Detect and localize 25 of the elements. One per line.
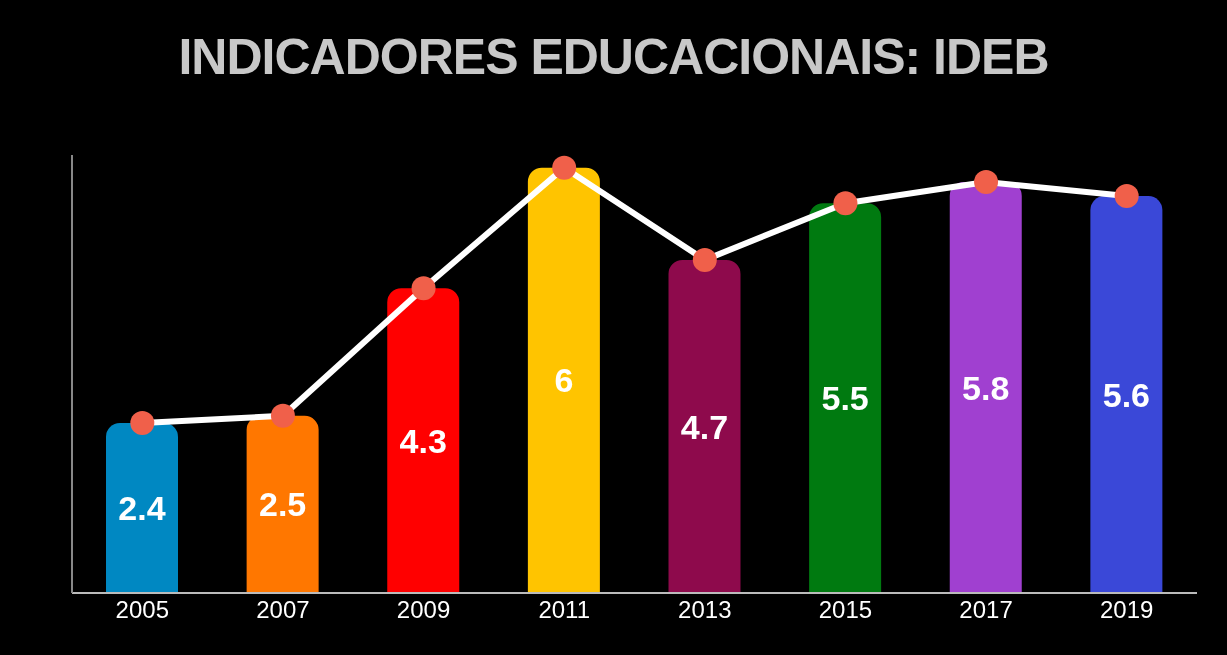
bar <box>809 203 882 593</box>
data-label: 5.5 <box>821 379 869 418</box>
bar <box>668 259 741 593</box>
x-tick-label: 2013 <box>678 596 732 624</box>
bar <box>106 422 178 593</box>
data-label: 4.3 <box>399 421 447 460</box>
data-label: 6 <box>554 361 574 400</box>
x-tick-label: 2005 <box>115 596 170 624</box>
x-tick-label: 2007 <box>256 596 310 624</box>
bar <box>246 415 319 593</box>
data-label: 2.5 <box>258 485 307 524</box>
bar <box>527 167 600 593</box>
data-label: 4.7 <box>680 407 729 446</box>
data-label: 5.8 <box>962 368 1010 407</box>
bar <box>1090 196 1163 593</box>
x-tick-label: 2019 <box>1099 596 1154 624</box>
bar <box>387 288 460 593</box>
x-tick-label: 2017 <box>959 596 1013 624</box>
x-tick-label: 2009 <box>396 596 451 624</box>
bar <box>949 181 1022 593</box>
data-label: 5.6 <box>1102 375 1151 414</box>
x-tick-label: 2011 <box>538 596 590 624</box>
data-label: 2.4 <box>118 489 166 528</box>
x-tick-label: 2015 <box>818 596 873 624</box>
chart-title: INDICADORES EDUCACIONAIS: IDEB <box>177 28 1050 86</box>
